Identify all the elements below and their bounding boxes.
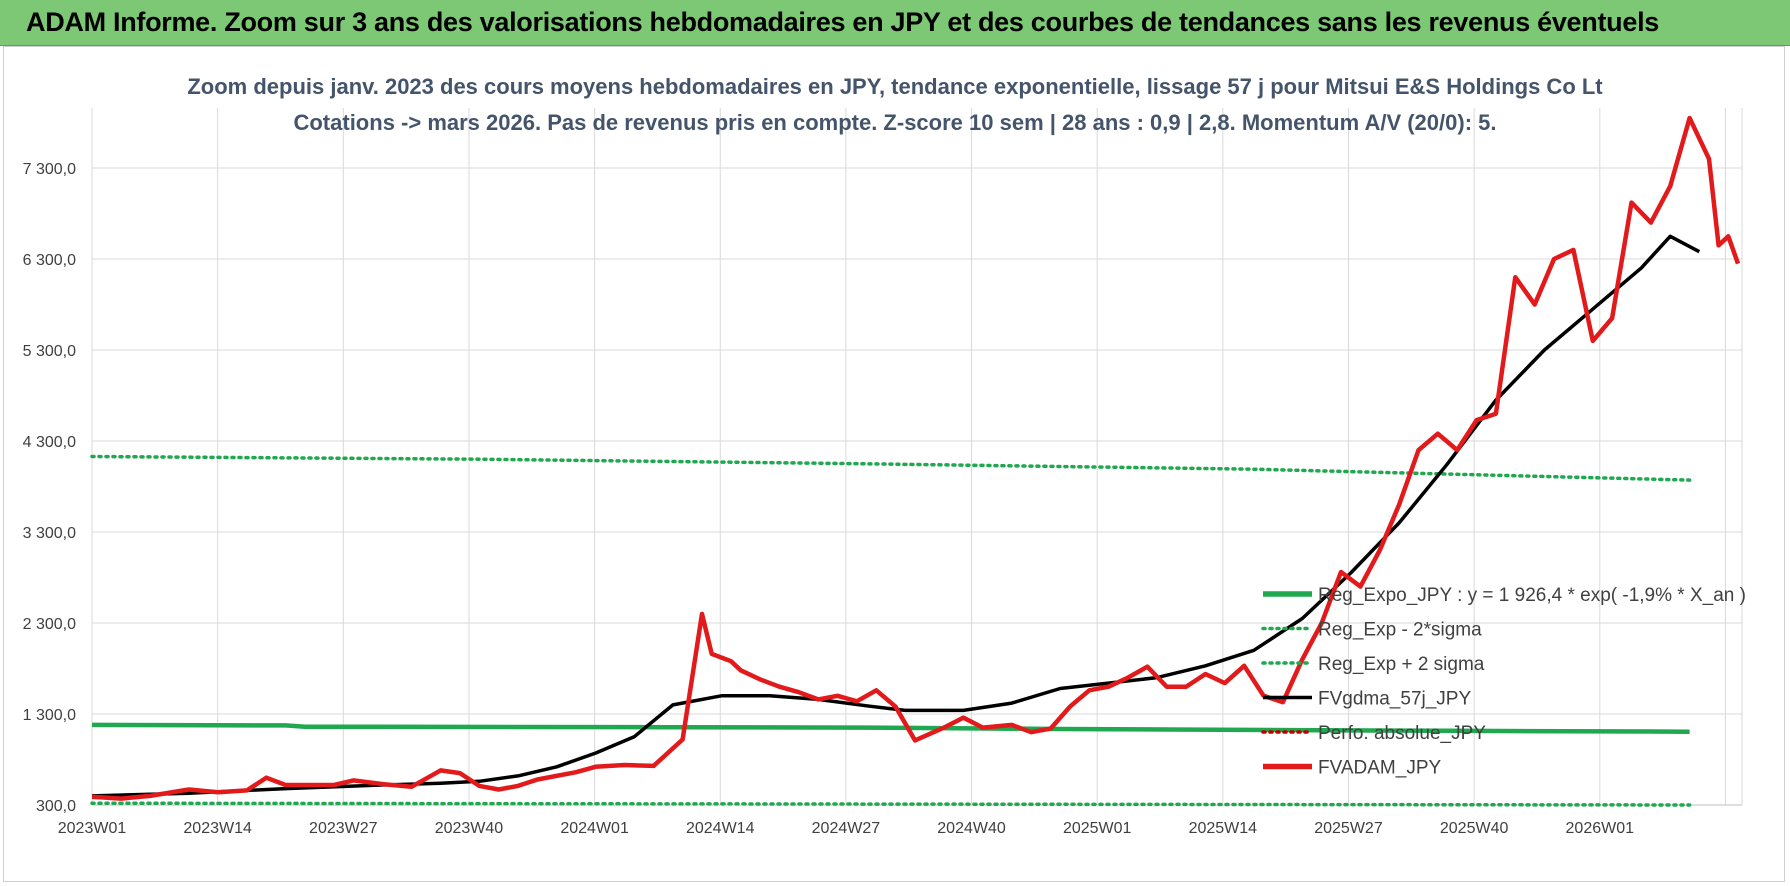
x-axis-ticks: 2023W01 2023W14 2023W27 2023W40 2024W01 2024W…: [58, 820, 1634, 837]
series-group: [90, 115, 1741, 807]
x-tick-label: 2023W40: [435, 820, 504, 837]
y-tick-label: 1 300,0: [23, 707, 76, 724]
legend: Reg_Expo_JPY : y = 1 926,4 * exp( -1,9% …: [1261, 585, 1746, 779]
y-tick-label: 4 300,0: [23, 434, 76, 451]
x-tick-label: 2024W01: [560, 820, 629, 837]
y-tick-label: 7 300,0: [23, 161, 76, 178]
x-tick-label: 2023W01: [58, 820, 127, 837]
x-tick-label: 2025W27: [1314, 820, 1383, 837]
y-tick-label: 3 300,0: [23, 525, 76, 542]
legend-label-2: Reg_Exp + 2 sigma: [1318, 654, 1485, 675]
x-tick-label: 2025W01: [1063, 820, 1132, 837]
series-line-0: [91, 722, 1690, 734]
x-tick-label: 2026W01: [1566, 820, 1635, 837]
legend-label-0: Reg_Expo_JPY : y = 1 926,4 * exp( -1,9% …: [1318, 585, 1746, 606]
x-tick-label: 2024W40: [937, 820, 1006, 837]
chart-title-line1: Zoom depuis janv. 2023 des cours moyens …: [187, 74, 1603, 99]
x-tick-label: 2024W14: [686, 820, 755, 837]
chart-frame: [3, 46, 1785, 882]
series-line-1: [90, 801, 1692, 807]
y-tick-label: 6 300,0: [23, 252, 76, 269]
y-axis-ticks: 300,0 1 300,0 2 300,0 3 300,0 4 300,0 5 300,0…: [23, 161, 76, 815]
x-tick-label: 2024W27: [812, 820, 881, 837]
legend-label-3: FVgdma_57j_JPY: [1318, 689, 1471, 710]
x-tick-label: 2025W14: [1189, 820, 1258, 837]
legend-label-1: Reg_Exp - 2*sigma: [1318, 620, 1482, 641]
x-tick-label: 2025W40: [1440, 820, 1509, 837]
x-tick-label: 2023W14: [183, 820, 252, 837]
y-tick-label: 2 300,0: [23, 616, 76, 633]
series-line-2: [90, 454, 1692, 482]
grid: [91, 108, 1743, 806]
banner: ADAM Informe. Zoom sur 3 ans des valoris…: [0, 0, 1790, 46]
legend-label-4: Perfo. absolue_JPY: [1318, 723, 1486, 744]
banner-title: ADAM Informe. Zoom sur 3 ans des valoris…: [26, 7, 1659, 37]
y-tick-label: 300,0: [36, 798, 76, 815]
series-line-3: [91, 234, 1701, 798]
y-tick-label: 5 300,0: [23, 343, 76, 360]
legend-label-5: FVADAM_JPY: [1318, 758, 1442, 779]
chart-title-line2: Cotations -> mars 2026. Pas de revenus p…: [293, 110, 1496, 135]
series-line-5: [91, 115, 1741, 801]
x-tick-label: 2023W27: [309, 820, 378, 837]
